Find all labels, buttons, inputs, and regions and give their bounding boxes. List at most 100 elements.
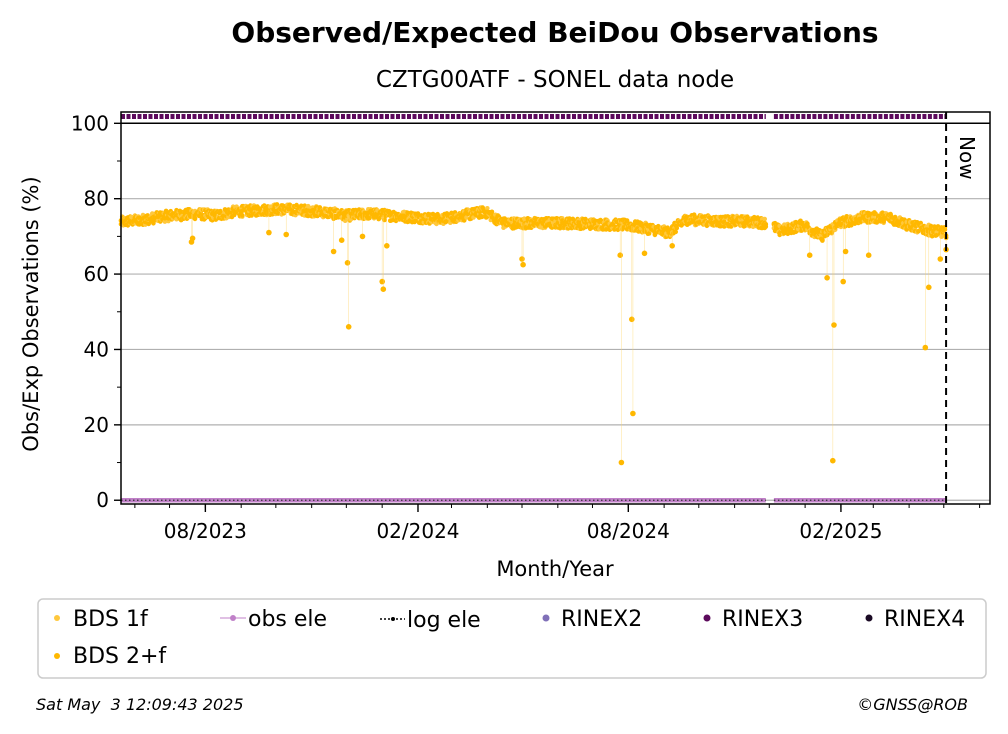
outlier-point: [266, 229, 272, 236]
data-point: [674, 225, 680, 231]
legend-item-rinex4: RINEX4: [865, 607, 965, 632]
data-point: [386, 209, 392, 214]
outlier-point: [189, 235, 196, 242]
data-point: [464, 215, 469, 220]
outlier-point: [345, 324, 352, 330]
data-point: [257, 206, 263, 211]
data-point: [892, 214, 898, 220]
data-point: [382, 217, 387, 223]
data-point: [151, 221, 156, 226]
outlier-point: [344, 260, 351, 266]
outlier-point: [617, 252, 623, 258]
legend-label: RINEX3: [722, 607, 803, 632]
chart-subtitle: CZTG00ATF - SONEL data node: [376, 67, 734, 93]
x-axis-label: Month/Year: [496, 557, 614, 581]
x-axis: 08/2023 02/2024 08/2024 02/2025: [134, 504, 981, 543]
outlier-point: [865, 252, 872, 258]
y-tick-label: 60: [84, 262, 109, 286]
plot-frame: [120, 111, 991, 505]
y-tick-label: 80: [84, 187, 109, 211]
legend-label: RINEX4: [884, 607, 965, 632]
data-point: [942, 227, 948, 232]
legend-label: BDS 1f: [73, 607, 149, 632]
bds-data-points: [118, 202, 949, 466]
y-tick-label: 20: [84, 413, 109, 437]
data-point: [305, 203, 311, 209]
legend-frame: [37, 598, 987, 679]
outlier-point: [380, 286, 387, 293]
outlier-point: [379, 278, 386, 285]
data-point: [728, 224, 734, 229]
outlier-point: [824, 275, 830, 281]
outlier-point: [330, 248, 337, 255]
y-axis: 0 20 40 60 80 100: [71, 111, 121, 512]
data-point: [805, 221, 810, 226]
data-point: [162, 219, 168, 224]
legend-item-rinex3: RINEX3: [703, 607, 803, 632]
dot-icon: [542, 614, 550, 622]
chart-title: Observed/Expected BeiDou Observations: [231, 16, 878, 49]
outlier-point: [806, 252, 813, 258]
dot-icon: [865, 614, 873, 622]
x-tick-label: 02/2025: [799, 519, 882, 543]
outlier-point: [384, 243, 390, 249]
legend-item-bds1f: BDS 1f: [54, 607, 149, 632]
data-point: [916, 228, 921, 234]
data-point: [240, 213, 245, 218]
outlier-point: [359, 233, 366, 240]
data-point: [929, 233, 935, 239]
outlier-point: [830, 457, 836, 464]
legend-label: RINEX2: [561, 607, 642, 632]
outlier-point: [840, 278, 846, 285]
footer-credit: ©GNSS@ROB: [857, 695, 968, 714]
legend-item-log-ele: log ele: [380, 608, 481, 633]
x-tick-label: 08/2024: [587, 519, 670, 543]
outlier-point: [618, 459, 625, 466]
outlier-point: [283, 231, 290, 238]
dotted-line-marker: [391, 617, 395, 621]
data-point: [485, 206, 490, 211]
y-axis-label: Obs/Exp Observations (%): [19, 176, 43, 451]
outlier-point: [519, 256, 525, 262]
legend-label: BDS 2+f: [73, 644, 167, 669]
x-tick-label: 02/2024: [376, 519, 459, 543]
legend-label: log ele: [407, 608, 481, 633]
y-tick-label: 40: [84, 337, 109, 361]
data-point: [624, 218, 630, 223]
outlier-point: [669, 243, 675, 249]
data-point: [146, 221, 151, 227]
data-point: [274, 202, 280, 207]
legend-label: obs ele: [248, 607, 327, 632]
dot-icon: [703, 614, 711, 622]
outlier-point: [338, 237, 345, 243]
data-point: [673, 229, 678, 235]
outlier-point: [520, 261, 526, 268]
outlier-point: [842, 248, 849, 255]
y-tick-label: 100: [71, 111, 109, 135]
outlier-point: [922, 344, 929, 351]
data-point: [646, 231, 652, 236]
legend: BDS 1f obs ele log ele RINEX2 RINEX3 RIN…: [37, 598, 987, 679]
data-point: [480, 214, 486, 219]
legend-item-rinex2: RINEX2: [542, 607, 642, 632]
data-point: [413, 218, 419, 224]
legend-item-obs-ele: obs ele: [220, 607, 327, 632]
x-tick-label: 08/2023: [164, 519, 247, 543]
legend-item-bds2f: BDS 2+f: [54, 644, 167, 669]
outlier-point: [629, 316, 635, 323]
data-point: [762, 216, 767, 222]
data-point: [430, 211, 436, 217]
outlier-point: [831, 322, 837, 328]
outlier-point: [926, 284, 932, 291]
outlier-point: [641, 250, 648, 257]
data-point: [415, 211, 421, 216]
outlier-point: [630, 410, 636, 417]
now-label: Now: [955, 136, 979, 180]
line-dot-marker: [230, 615, 236, 621]
data-point: [522, 216, 527, 221]
data-point: [820, 237, 825, 243]
footer-timestamp: Sat May 3 12:09:43 2025: [36, 695, 244, 714]
outlier-point: [937, 256, 944, 262]
y-tick-label: 0: [96, 488, 109, 512]
